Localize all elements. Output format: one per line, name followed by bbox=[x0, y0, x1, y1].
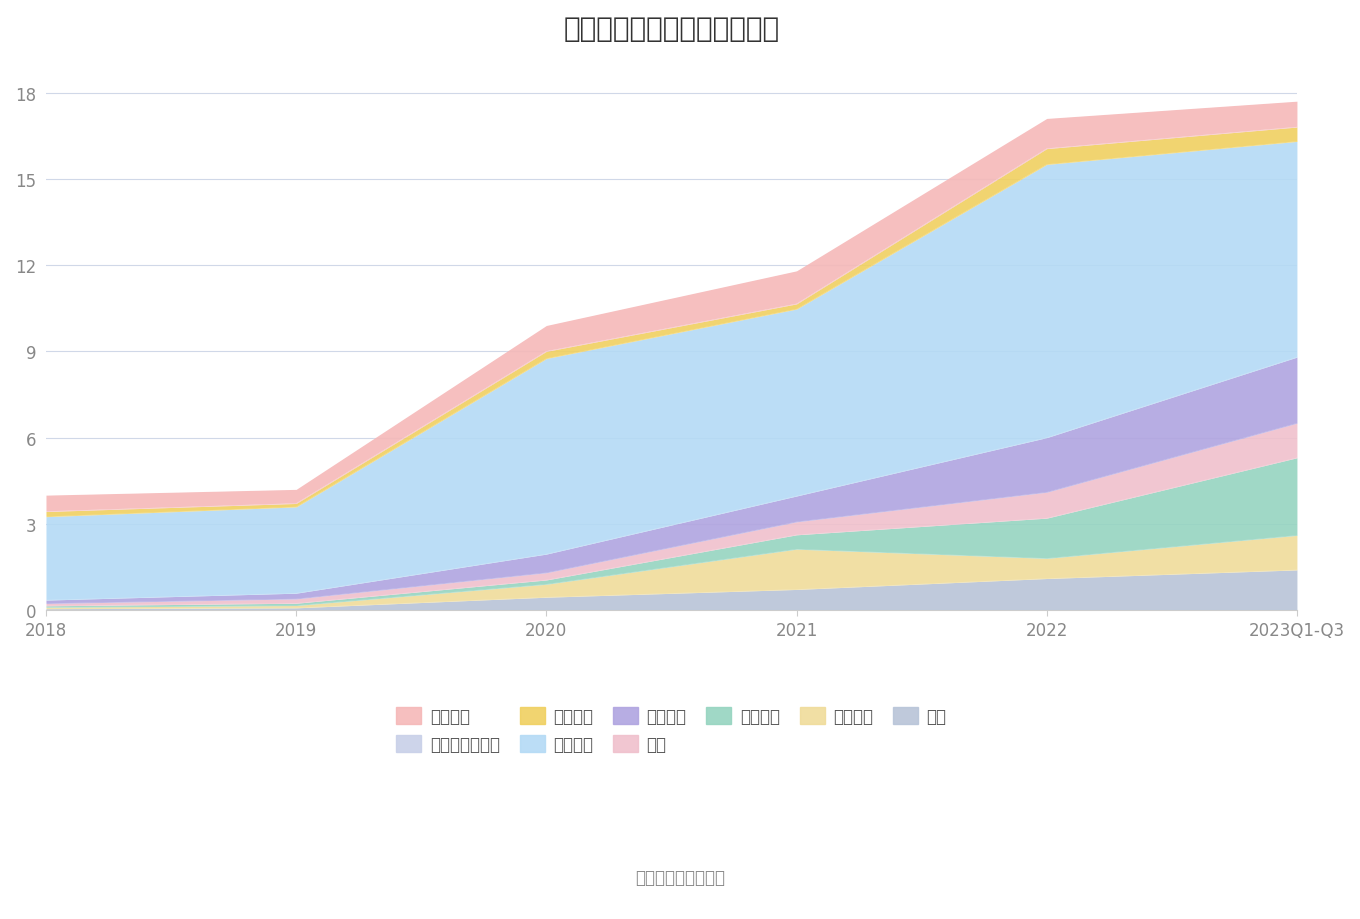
Title: 历年主要资产堆积图（亿元）: 历年主要资产堆积图（亿元） bbox=[563, 15, 779, 43]
Text: 数据来源：恒生聚源: 数据来源：恒生聚源 bbox=[635, 868, 725, 886]
Legend: 货币资金, 交易性金融资产, 应收票据, 应收账款, 预付款项, 存货, 固定资产, 在建工程, 其它: 货币资金, 交易性金融资产, 应收票据, 应收账款, 预付款项, 存货, 固定资… bbox=[390, 700, 953, 760]
